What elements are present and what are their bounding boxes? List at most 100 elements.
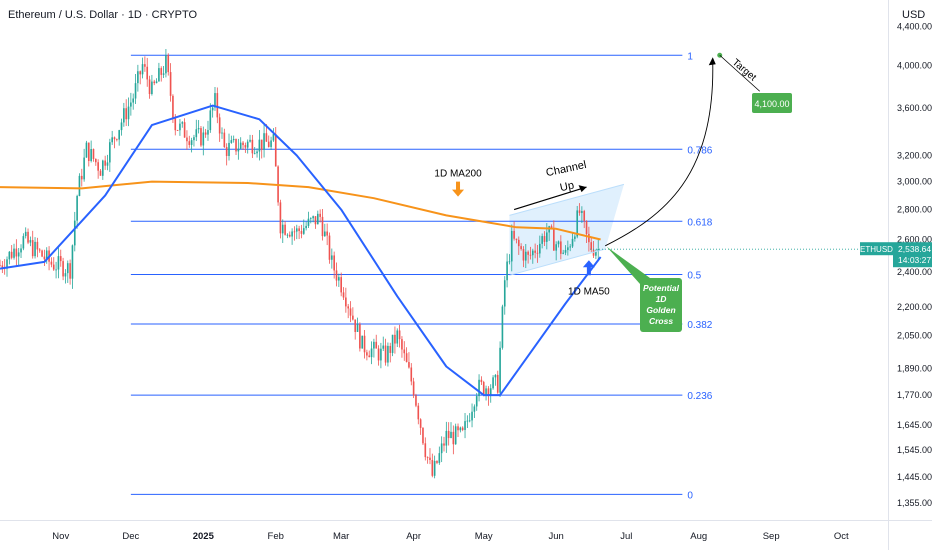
x-axis-tick: Dec <box>122 531 139 542</box>
candle-body <box>274 134 277 167</box>
candle-body <box>581 211 583 213</box>
candle-body <box>64 273 67 277</box>
candle-body <box>223 132 226 148</box>
candle-body <box>560 241 562 254</box>
candle-body <box>412 381 415 396</box>
fib-level-label: 0.236 <box>687 391 712 402</box>
candle-body <box>534 250 536 253</box>
y-axis-tick: 2,400.00 <box>897 267 932 277</box>
candle-body <box>176 130 179 131</box>
candle-body <box>207 130 209 135</box>
symbol-badge <box>860 242 893 256</box>
target-leader-line <box>719 54 761 92</box>
candle-body <box>66 263 69 274</box>
candle-body <box>293 231 296 233</box>
target-value: 4,100.00 <box>754 99 789 109</box>
y-axis-tick: 1,770.00 <box>897 390 932 400</box>
candle-body <box>438 453 441 463</box>
candle-body <box>543 236 546 242</box>
candle-body <box>531 250 534 256</box>
candle-body <box>155 81 158 84</box>
candle-body <box>415 395 417 406</box>
candle-body <box>137 71 139 84</box>
ma50-arrow-icon <box>582 260 595 276</box>
candle-body <box>228 142 230 156</box>
candle-body <box>172 95 174 119</box>
candle-body <box>492 377 494 389</box>
candle-body <box>454 426 457 445</box>
channel-label-line1: Channel <box>545 159 588 179</box>
candle-body <box>6 259 8 269</box>
candle-body <box>214 93 216 108</box>
candle-body <box>590 242 593 250</box>
candle-body <box>445 430 448 446</box>
candle-body <box>366 352 368 356</box>
candle-body <box>120 122 123 131</box>
candle-body <box>204 132 207 135</box>
candle-body <box>541 236 543 244</box>
y-axis-tick: 1,545.00 <box>897 445 932 455</box>
candle-body <box>391 334 394 353</box>
candle-body <box>209 110 212 131</box>
candle-body <box>508 261 511 263</box>
candle-body <box>417 405 420 420</box>
candle-body <box>524 251 527 261</box>
candle-body <box>592 249 595 256</box>
candle-body <box>331 255 333 260</box>
candle-body <box>242 142 244 146</box>
candle-body <box>478 379 480 397</box>
candle-body <box>487 388 490 397</box>
channel-arrow-line <box>513 186 587 211</box>
candle-body <box>384 345 387 363</box>
candle-body <box>127 106 130 120</box>
candle-body <box>174 118 177 131</box>
candle-body <box>13 248 15 258</box>
candle-body <box>195 129 198 138</box>
candle-body <box>94 158 97 163</box>
candle-body <box>436 460 438 463</box>
y-axis-tick: 4,400.00 <box>897 22 932 32</box>
candle-body <box>267 141 270 147</box>
candle-body <box>314 216 317 225</box>
channel-up-area <box>509 184 624 276</box>
candle-body <box>237 148 240 152</box>
candle-body <box>186 137 188 142</box>
chart-title: Ethereum / U.S. Dollar · 1D · CRYPTO <box>8 9 198 21</box>
candle-body <box>506 261 508 281</box>
candle-body <box>553 228 555 251</box>
candle-body <box>218 117 221 134</box>
golden-cross-text: Potential <box>643 283 680 293</box>
x-axis-tick: Jul <box>620 531 632 542</box>
ma50-line <box>0 104 602 397</box>
golden-cross-text: 1D <box>656 294 667 304</box>
candle-body <box>41 250 43 257</box>
candle-body <box>230 140 233 143</box>
ma200-line <box>0 180 601 241</box>
fib-level-label: 0 <box>687 490 693 501</box>
candle-body <box>347 306 350 309</box>
candle-body <box>529 254 532 256</box>
candle-body <box>260 139 263 150</box>
golden-cross-callout <box>640 278 682 332</box>
candle-body <box>1 265 4 268</box>
candle-body <box>256 151 258 154</box>
y-axis-tick: 1,355.00 <box>897 498 932 508</box>
candle-body <box>244 145 247 148</box>
y-axis-tick: 3,000.00 <box>897 177 932 187</box>
candle-body <box>527 251 529 255</box>
candle-body <box>312 216 314 219</box>
candle-body <box>200 128 202 146</box>
candle-body <box>452 431 455 445</box>
y-axis-tick: 3,200.00 <box>897 151 932 161</box>
candle-body <box>10 251 13 258</box>
candle-body <box>440 443 443 454</box>
candle-body <box>162 73 165 75</box>
x-axis-tick: Aug <box>690 531 707 542</box>
candle-body <box>403 349 406 354</box>
target-value-badge <box>752 93 792 113</box>
candle-body <box>471 411 473 421</box>
candle-body <box>281 224 284 234</box>
candle-body <box>375 341 378 349</box>
